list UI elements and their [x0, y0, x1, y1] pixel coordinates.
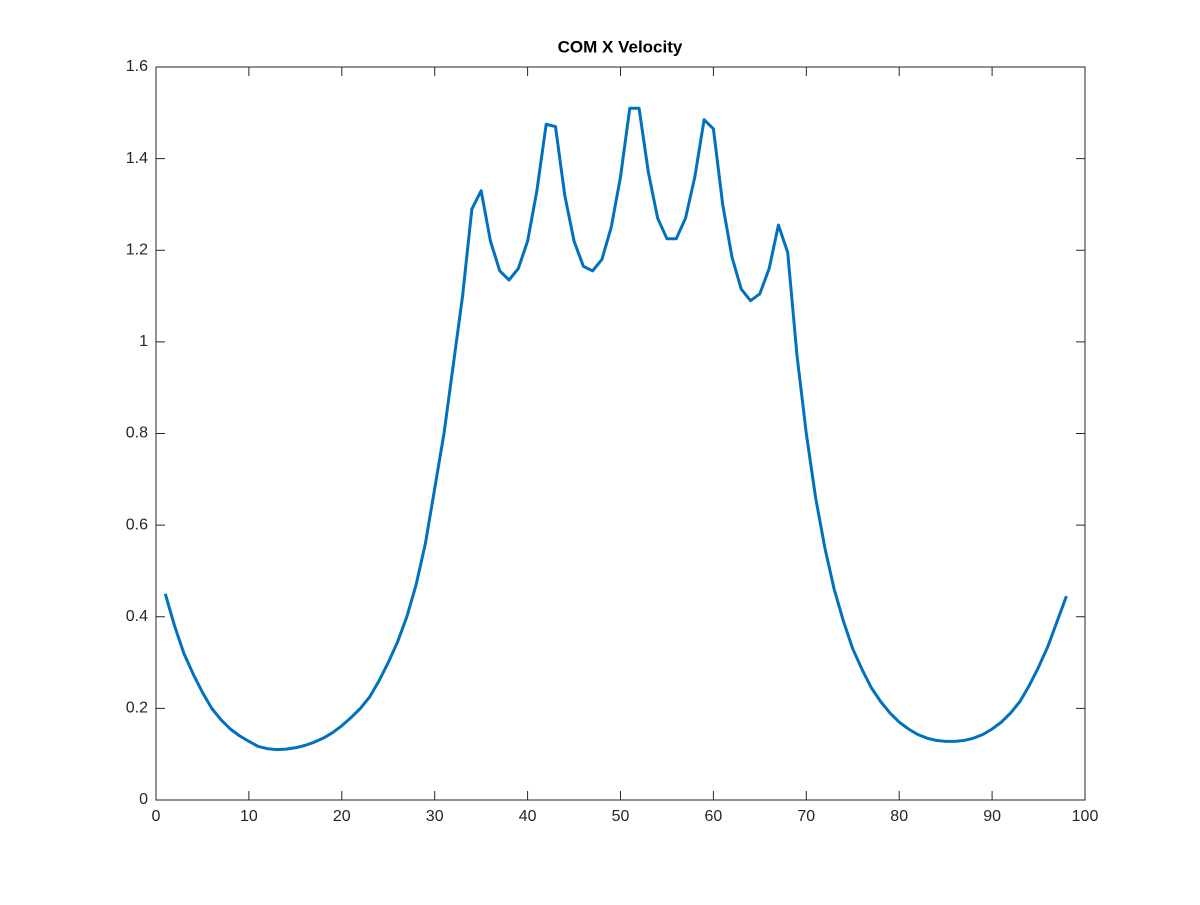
y-tick-label: 1.4 [126, 150, 148, 167]
y-tick-label: 0.2 [126, 700, 148, 717]
x-tick-label: 0 [152, 808, 161, 825]
y-tick-label: 0.8 [126, 425, 148, 442]
x-tick-label: 60 [705, 808, 723, 825]
y-tick-label: 0 [139, 791, 148, 808]
x-tick-label: 10 [240, 808, 258, 825]
plot-area [155, 66, 1086, 801]
x-tick-label: 80 [890, 808, 908, 825]
x-tick-label: 70 [797, 808, 815, 825]
x-tick-label: 50 [612, 808, 630, 825]
y-tick-label: 0.4 [126, 608, 148, 625]
y-tick-label: 1.6 [126, 58, 148, 75]
x-tick-label: 90 [983, 808, 1001, 825]
x-tick-label: 40 [519, 808, 537, 825]
data-line [163, 106, 1068, 752]
y-tick-label: 1.2 [126, 241, 148, 258]
x-tick-label: 30 [426, 808, 444, 825]
x-tick-label: 100 [1072, 808, 1099, 825]
y-tick-label: 0.6 [126, 516, 148, 533]
y-tick-label: 1 [139, 333, 148, 350]
chart-title: COM X Velocity [558, 37, 683, 56]
x-tick-label: 20 [333, 808, 351, 825]
